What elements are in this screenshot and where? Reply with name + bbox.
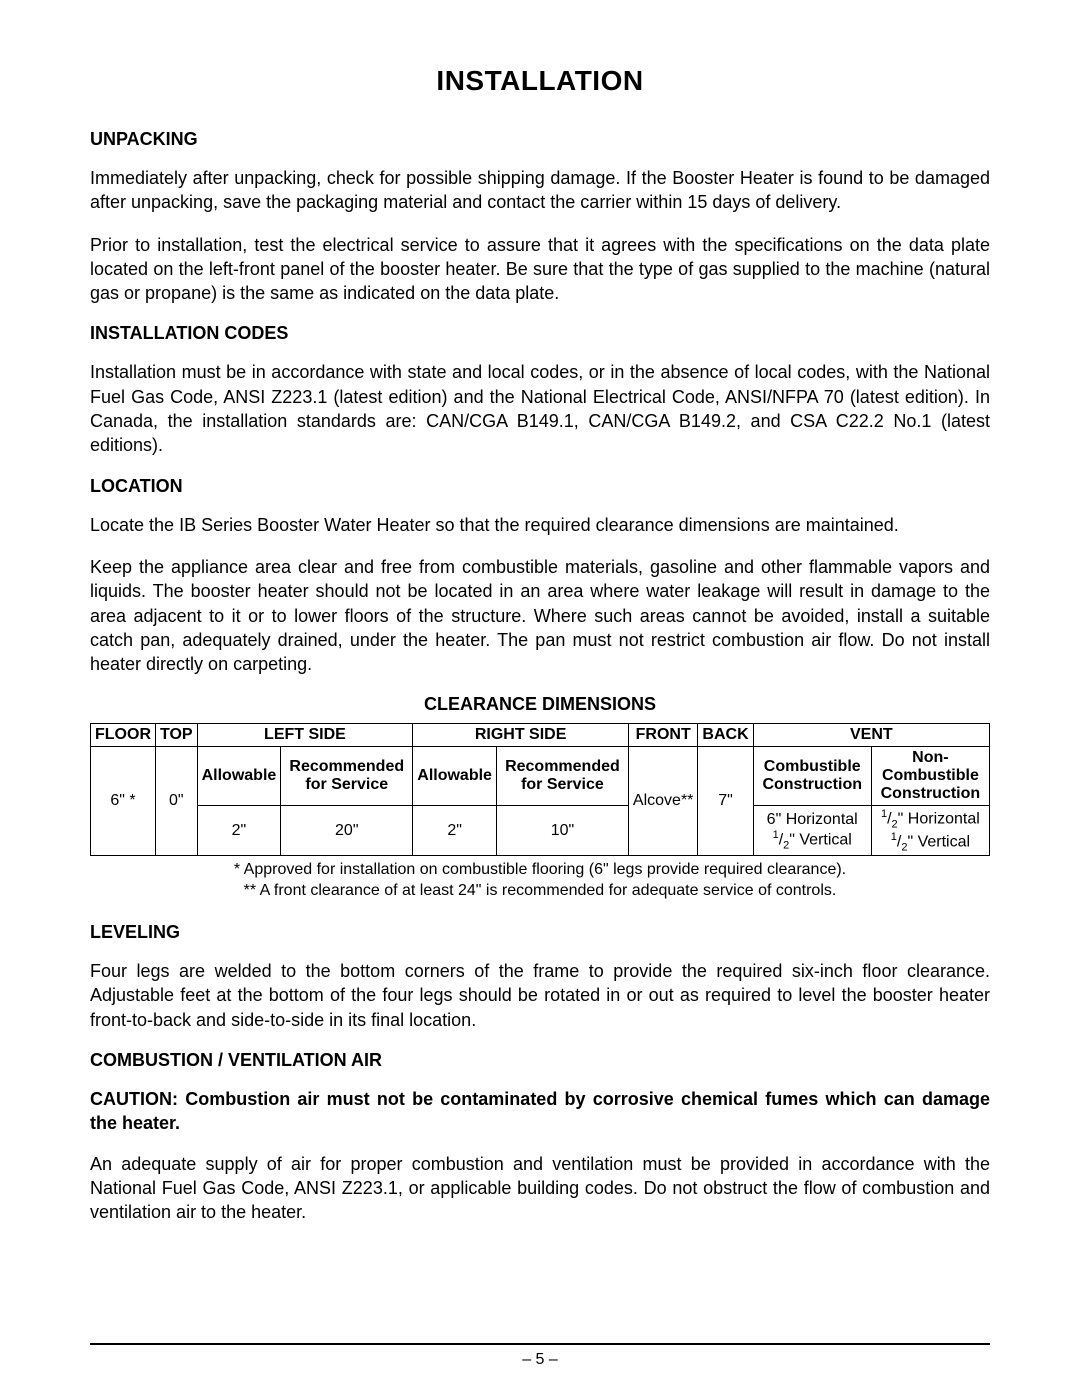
- sub-left-allowable: Allowable: [197, 747, 281, 806]
- vent-comb-h: 6" Horizontal: [767, 811, 858, 828]
- combustion-heading: COMBUSTION / VENTILATION AIR: [90, 1050, 990, 1071]
- installation-codes-heading: INSTALLATION CODES: [90, 323, 990, 344]
- unpacking-heading: UNPACKING: [90, 129, 990, 150]
- leveling-p1: Four legs are welded to the bottom corne…: [90, 959, 990, 1032]
- val-right-allowable: 2": [413, 806, 497, 856]
- vent-ncomb-v: " Vertical: [907, 833, 970, 850]
- label-allowable: Allowable: [202, 767, 277, 784]
- unpacking-p1: Immediately after unpacking, check for p…: [90, 166, 990, 215]
- col-floor: FLOOR: [91, 724, 156, 747]
- location-p2: Keep the appliance area clear and free f…: [90, 555, 990, 676]
- val-vent-comb: 6" Horizontal 1/2" Vertical: [753, 806, 871, 856]
- clearance-table: FLOOR TOP LEFT SIDE RIGHT SIDE FRONT BAC…: [90, 723, 990, 856]
- col-front: FRONT: [628, 724, 697, 747]
- sub-non-combustible: Non-Combustible Construction: [871, 747, 989, 806]
- footnote-1: * Approved for installation on combustib…: [234, 861, 846, 878]
- label-combustible: Combustible Construction: [762, 758, 862, 793]
- footer-rule: [90, 1343, 990, 1345]
- sub-right-rec: Recommended for Service: [496, 747, 628, 806]
- val-front: Alcove**: [628, 747, 697, 856]
- vent-comb-v: " Vertical: [789, 831, 852, 848]
- sub-left-rec: Recommended for Service: [281, 747, 413, 806]
- label-allowable-2: Allowable: [417, 767, 492, 784]
- location-p1: Locate the IB Series Booster Water Heate…: [90, 513, 990, 537]
- label-rec-service: Recommended for Service: [289, 758, 404, 793]
- col-left-side: LEFT SIDE: [197, 724, 413, 747]
- table-title: CLEARANCE DIMENSIONS: [90, 694, 990, 715]
- col-top: TOP: [156, 724, 198, 747]
- page-number: – 5 –: [0, 1351, 1080, 1369]
- frac-1: 1: [773, 829, 779, 841]
- unpacking-p2: Prior to installation, test the electric…: [90, 233, 990, 306]
- val-back: 7": [698, 747, 753, 856]
- col-vent: VENT: [753, 724, 989, 747]
- sub-right-allowable: Allowable: [413, 747, 497, 806]
- label-non-comb: Combustible Construction: [881, 767, 981, 802]
- vent-ncomb-h: " Horizontal: [898, 811, 980, 828]
- frac-1c: 1: [891, 831, 897, 843]
- frac-1b: 1: [881, 808, 887, 820]
- leveling-heading: LEVELING: [90, 922, 990, 943]
- installation-codes-p1: Installation must be in accordance with …: [90, 360, 990, 457]
- combustion-p1: An adequate supply of air for proper com…: [90, 1152, 990, 1225]
- footnote-2: ** A front clearance of at least 24" is …: [244, 882, 837, 899]
- val-vent-ncomb: 1/2" Horizontal 1/2" Vertical: [871, 806, 989, 856]
- label-rec-service-2: Recommended for Service: [505, 758, 620, 793]
- page-title: INSTALLATION: [90, 65, 990, 97]
- col-right-side: RIGHT SIDE: [413, 724, 629, 747]
- val-left-allowable: 2": [197, 806, 281, 856]
- val-left-rec: 20": [281, 806, 413, 856]
- val-right-rec: 10": [496, 806, 628, 856]
- val-top: 0": [156, 747, 198, 856]
- label-non: Non-: [912, 749, 948, 766]
- location-heading: LOCATION: [90, 476, 990, 497]
- table-footnotes: * Approved for installation on combustib…: [90, 860, 990, 902]
- sub-combustible: Combustible Construction: [753, 747, 871, 806]
- val-floor: 6" *: [91, 747, 156, 856]
- col-back: BACK: [698, 724, 753, 747]
- combustion-caution: CAUTION: Combustion air must not be cont…: [90, 1087, 990, 1136]
